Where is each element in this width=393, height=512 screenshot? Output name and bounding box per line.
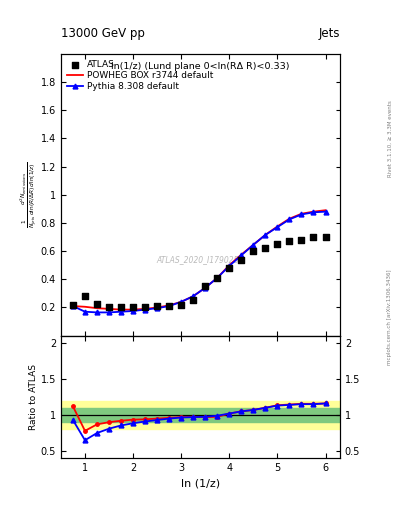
POWHEG BOX r3744 default	[131, 307, 136, 313]
ATLAS	[130, 304, 136, 312]
POWHEG BOX r3744 default	[323, 207, 328, 214]
Text: ln(1/z) (Lund plane 0<ln(RΔ R)<0.33): ln(1/z) (Lund plane 0<ln(RΔ R)<0.33)	[111, 62, 290, 71]
POWHEG BOX r3744 default	[95, 305, 99, 311]
ATLAS	[82, 292, 88, 301]
ATLAS	[238, 255, 244, 264]
POWHEG BOX r3744 default	[203, 285, 208, 291]
ATLAS	[118, 304, 124, 312]
Pythia 8.308 default	[215, 275, 220, 281]
ATLAS	[70, 301, 76, 309]
Pythia 8.308 default	[71, 303, 75, 309]
Pythia 8.308 default	[227, 263, 231, 269]
POWHEG BOX r3744 default	[275, 223, 280, 229]
ATLAS	[274, 240, 281, 248]
Line: Pythia 8.308 default: Pythia 8.308 default	[70, 209, 328, 315]
Pythia 8.308 default	[275, 224, 280, 230]
Legend: ATLAS, POWHEG BOX r3744 default, Pythia 8.308 default: ATLAS, POWHEG BOX r3744 default, Pythia …	[65, 58, 215, 93]
ATLAS	[262, 244, 268, 252]
ATLAS	[286, 237, 292, 245]
Pythia 8.308 default	[263, 232, 268, 238]
POWHEG BOX r3744 default	[167, 302, 171, 308]
POWHEG BOX r3744 default	[155, 305, 160, 311]
Pythia 8.308 default	[251, 242, 256, 248]
POWHEG BOX r3744 default	[227, 262, 231, 268]
Text: ATLAS_2020_I1790256: ATLAS_2020_I1790256	[157, 255, 244, 264]
Pythia 8.308 default	[299, 211, 304, 218]
Pythia 8.308 default	[287, 216, 292, 222]
Text: Jets: Jets	[318, 27, 340, 40]
X-axis label: ln (1/z): ln (1/z)	[181, 479, 220, 488]
Pythia 8.308 default	[83, 309, 87, 315]
Text: 13000 GeV pp: 13000 GeV pp	[61, 27, 145, 40]
POWHEG BOX r3744 default	[143, 306, 147, 312]
ATLAS	[298, 236, 305, 244]
POWHEG BOX r3744 default	[251, 242, 256, 248]
Pythia 8.308 default	[239, 252, 244, 259]
Pythia 8.308 default	[311, 209, 316, 216]
POWHEG BOX r3744 default	[119, 307, 123, 313]
ATLAS	[142, 303, 148, 311]
Pythia 8.308 default	[323, 208, 328, 215]
POWHEG BOX r3744 default	[311, 208, 316, 215]
ATLAS	[226, 264, 232, 272]
ATLAS	[94, 300, 100, 308]
ATLAS	[154, 302, 160, 310]
ATLAS	[202, 282, 208, 290]
Pythia 8.308 default	[119, 309, 123, 315]
POWHEG BOX r3744 default	[299, 210, 304, 217]
Pythia 8.308 default	[179, 299, 184, 305]
Text: mcplots.cern.ch [arXiv:1306.3436]: mcplots.cern.ch [arXiv:1306.3436]	[387, 270, 392, 365]
Pythia 8.308 default	[107, 309, 111, 315]
Pythia 8.308 default	[131, 308, 136, 314]
POWHEG BOX r3744 default	[287, 216, 292, 222]
ATLAS	[178, 301, 184, 309]
ATLAS	[322, 233, 329, 241]
POWHEG BOX r3744 default	[263, 232, 268, 238]
Pythia 8.308 default	[167, 303, 171, 309]
Text: Rivet 3.1.10, ≥ 3.3M events: Rivet 3.1.10, ≥ 3.3M events	[387, 100, 392, 177]
POWHEG BOX r3744 default	[191, 293, 196, 300]
ATLAS	[310, 233, 317, 241]
ATLAS	[214, 274, 220, 282]
Bar	[61, 400, 340, 430]
Y-axis label: $\frac{1}{N_{jets}}\frac{d^2 N_{emissions}}{d\ln(R/\Delta R)\,d\ln(1/z)}$: $\frac{1}{N_{jets}}\frac{d^2 N_{emission…	[19, 162, 39, 228]
POWHEG BOX r3744 default	[71, 303, 75, 309]
ATLAS	[166, 302, 172, 310]
Y-axis label: Ratio to ATLAS: Ratio to ATLAS	[29, 364, 38, 430]
Pythia 8.308 default	[203, 285, 208, 291]
Pythia 8.308 default	[95, 309, 99, 315]
Bar	[61, 408, 340, 422]
Pythia 8.308 default	[143, 307, 147, 313]
POWHEG BOX r3744 default	[179, 299, 184, 305]
ATLAS	[106, 303, 112, 311]
Line: POWHEG BOX r3744 default: POWHEG BOX r3744 default	[73, 210, 325, 310]
Pythia 8.308 default	[155, 305, 160, 311]
POWHEG BOX r3744 default	[107, 306, 111, 312]
ATLAS	[250, 247, 257, 255]
ATLAS	[190, 296, 196, 305]
Pythia 8.308 default	[191, 293, 196, 300]
POWHEG BOX r3744 default	[239, 251, 244, 258]
POWHEG BOX r3744 default	[83, 304, 87, 310]
POWHEG BOX r3744 default	[215, 275, 220, 281]
